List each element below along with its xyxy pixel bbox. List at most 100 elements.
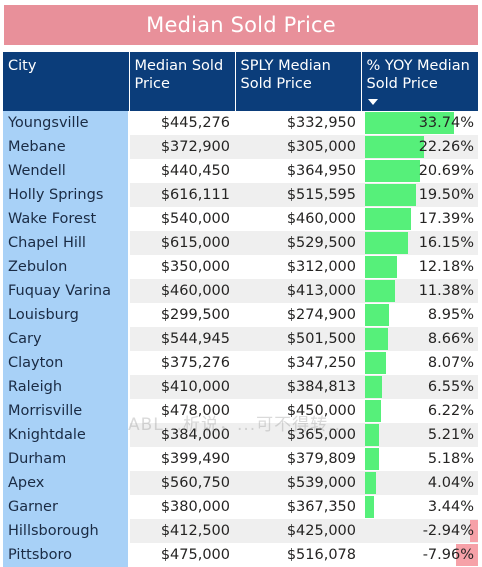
header-row: City Median Sold Price SPLY Median Sold … — [3, 52, 478, 111]
cell-yoy: 19.50% — [361, 183, 478, 207]
yoy-label: 6.22% — [427, 403, 474, 419]
yoy-label: 20.69% — [418, 163, 474, 179]
yoy-bar — [365, 304, 389, 326]
cell-yoy: 6.55% — [361, 375, 478, 399]
cell-median-price: $384,000 — [129, 423, 235, 447]
yoy-bar — [365, 352, 387, 374]
col-header-sply[interactable]: SPLY Median Sold Price — [235, 52, 362, 111]
col-header-city[interactable]: City — [3, 52, 130, 111]
table-row[interactable]: Wendell $440,450 $364,950 20.69% — [3, 159, 478, 183]
cell-sply-price: $516,078 — [235, 543, 361, 567]
cell-median-price: $615,000 — [129, 231, 235, 255]
cell-sply-price: $379,809 — [235, 447, 361, 471]
table-row[interactable]: Mebane $372,900 $305,000 22.26% — [3, 135, 478, 159]
cell-city: Knightdale — [3, 423, 130, 447]
yoy-label: 4.04% — [427, 475, 474, 491]
cell-yoy: 8.07% — [361, 351, 478, 375]
cell-median-price: $380,000 — [129, 495, 235, 519]
yoy-bar — [365, 280, 396, 302]
cell-city: Durham — [3, 447, 130, 471]
yoy-label: 16.15% — [418, 235, 474, 251]
cell-yoy: 22.26% — [361, 135, 478, 159]
table-row[interactable]: Fuquay Varina $460,000 $413,000 11.38% — [3, 279, 478, 303]
yoy-bar — [365, 160, 420, 182]
yoy-label: 5.18% — [427, 451, 474, 467]
cell-city: Zebulon — [3, 255, 130, 279]
cell-yoy: 17.39% — [361, 207, 478, 231]
cell-city: Garner — [3, 495, 130, 519]
table-row[interactable]: Hillsborough $412,500 $425,000 -2.94% — [3, 519, 478, 543]
yoy-label: 8.07% — [427, 355, 474, 371]
cell-median-price: $560,750 — [129, 471, 235, 495]
cell-median-price: $299,500 — [129, 303, 235, 327]
cell-median-price: $544,945 — [129, 327, 235, 351]
table-row[interactable]: Zebulon $350,000 $312,000 12.18% — [3, 255, 478, 279]
cell-sply-price: $450,000 — [235, 399, 361, 423]
cell-city: Cary — [3, 327, 130, 351]
chart-title: Median Sold Price — [4, 5, 478, 45]
cell-sply-price: $425,000 — [235, 519, 361, 543]
table-row[interactable]: Apex $560,750 $539,000 4.04% — [3, 471, 478, 495]
table-row[interactable]: Pittsboro $475,000 $516,078 -7.96% — [3, 543, 478, 567]
table-row[interactable]: Garner $380,000 $367,350 3.44% — [3, 495, 478, 519]
cell-sply-price: $367,350 — [235, 495, 361, 519]
cell-sply-price: $274,900 — [235, 303, 361, 327]
table-row[interactable]: Raleigh $410,000 $384,813 6.55% — [3, 375, 478, 399]
cell-yoy: 5.18% — [361, 447, 478, 471]
cell-median-price: $375,276 — [129, 351, 235, 375]
col-header-median[interactable]: Median Sold Price — [129, 52, 236, 111]
cell-median-price: $372,900 — [129, 135, 235, 159]
cell-city: Louisburg — [3, 303, 130, 327]
cell-sply-price: $312,000 — [235, 255, 361, 279]
cell-city: Clayton — [3, 351, 130, 375]
cell-sply-price: $365,000 — [235, 423, 361, 447]
cell-yoy: 5.21% — [361, 423, 478, 447]
cell-median-price: $445,276 — [129, 111, 235, 135]
cell-sply-price: $384,813 — [235, 375, 361, 399]
data-table: City Median Sold Price SPLY Median Sold … — [3, 52, 478, 567]
yoy-label: 6.55% — [427, 379, 474, 395]
cell-city: Wake Forest — [3, 207, 130, 231]
cell-sply-price: $347,250 — [235, 351, 361, 375]
sort-descending-icon[interactable] — [367, 99, 378, 105]
yoy-bar — [365, 400, 382, 422]
cell-median-price: $478,000 — [129, 399, 235, 423]
yoy-bar — [365, 328, 388, 350]
cell-city: Wendell — [3, 159, 130, 183]
cell-yoy: 16.15% — [361, 231, 478, 255]
table-row[interactable]: Durham $399,490 $379,809 5.18% — [3, 447, 478, 471]
table-row[interactable]: Morrisville $478,000 $450,000 6.22% — [3, 399, 478, 423]
yoy-label: 11.38% — [418, 283, 474, 299]
yoy-label: 22.26% — [418, 139, 474, 155]
cell-sply-price: $501,500 — [235, 327, 361, 351]
table-row[interactable]: Louisburg $299,500 $274,900 8.95% — [3, 303, 478, 327]
cell-median-price: $410,000 — [129, 375, 235, 399]
table-row[interactable]: Knightdale $384,000 $365,000 5.21% — [3, 423, 478, 447]
table-row[interactable]: Youngsville $445,276 $332,950 33.74% — [3, 111, 478, 135]
yoy-bar — [365, 424, 379, 446]
cell-yoy: 11.38% — [361, 279, 478, 303]
table-row[interactable]: Wake Forest $540,000 $460,000 17.39% — [3, 207, 478, 231]
yoy-bar — [365, 184, 417, 206]
yoy-label: 12.18% — [418, 259, 474, 275]
col-header-yoy[interactable]: % YOY Median Sold Price — [361, 52, 478, 111]
cell-yoy: 20.69% — [361, 159, 478, 183]
table-row[interactable]: Clayton $375,276 $347,250 8.07% — [3, 351, 478, 375]
cell-yoy: 33.74% — [361, 111, 478, 135]
table-row[interactable]: Holly Springs $616,111 $515,595 19.50% — [3, 183, 478, 207]
yoy-bar — [469, 520, 478, 542]
yoy-label: 8.95% — [427, 307, 474, 323]
cell-yoy: 12.18% — [361, 255, 478, 279]
cell-sply-price: $529,500 — [235, 231, 361, 255]
yoy-label: 19.50% — [418, 187, 474, 203]
cell-city: Pittsboro — [3, 543, 130, 567]
cell-sply-price: $413,000 — [235, 279, 361, 303]
cell-yoy: 6.22% — [361, 399, 478, 423]
table-row[interactable]: Chapel Hill $615,000 $529,500 16.15% — [3, 231, 478, 255]
table-row[interactable]: Cary $544,945 $501,500 8.66% — [3, 327, 478, 351]
cell-city: Morrisville — [3, 399, 130, 423]
yoy-bar — [365, 208, 411, 230]
cell-median-price: $399,490 — [129, 447, 235, 471]
col-header-yoy-label: % YOY Median Sold Price — [366, 58, 470, 92]
yoy-bar — [365, 472, 376, 494]
